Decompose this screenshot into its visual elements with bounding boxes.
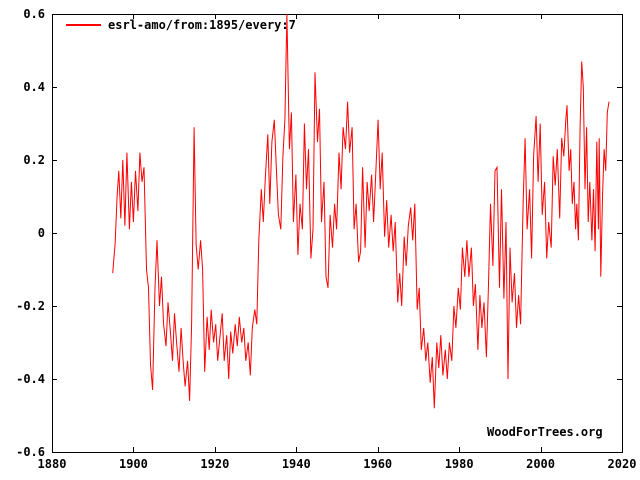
x-tick-label: 1880 (37, 457, 67, 471)
y-tick-label: 0 (37, 226, 45, 240)
y-tick-label: -0.6 (16, 445, 45, 459)
watermark-woodfortrees: WoodForTrees.org (487, 425, 603, 439)
x-tick-label: 2000 (526, 457, 556, 471)
y-tick-label: 0.4 (23, 80, 45, 94)
legend-line-sample (66, 23, 101, 26)
x-tick-label: 1940 (281, 457, 311, 471)
legend: esrl-amo/from:1895/every:7 (66, 17, 296, 32)
data-line-esrl-amo/from:1895/every:7 (112, 13, 610, 409)
plot-frame (52, 14, 623, 453)
y-tick-label: -0.2 (16, 299, 45, 313)
x-tick-label: 2020 (607, 457, 637, 471)
y-tick-label: 0.2 (23, 153, 45, 167)
x-tick-label: 1960 (363, 457, 393, 471)
legend-label: esrl-amo/from:1895/every:7 (108, 17, 296, 32)
x-tick-label: 1980 (444, 457, 474, 471)
x-tick-label: 1900 (118, 457, 148, 471)
y-tick-label: -0.4 (16, 372, 45, 386)
x-tick-label: 1920 (200, 457, 230, 471)
y-tick-label: 0.6 (23, 7, 45, 21)
